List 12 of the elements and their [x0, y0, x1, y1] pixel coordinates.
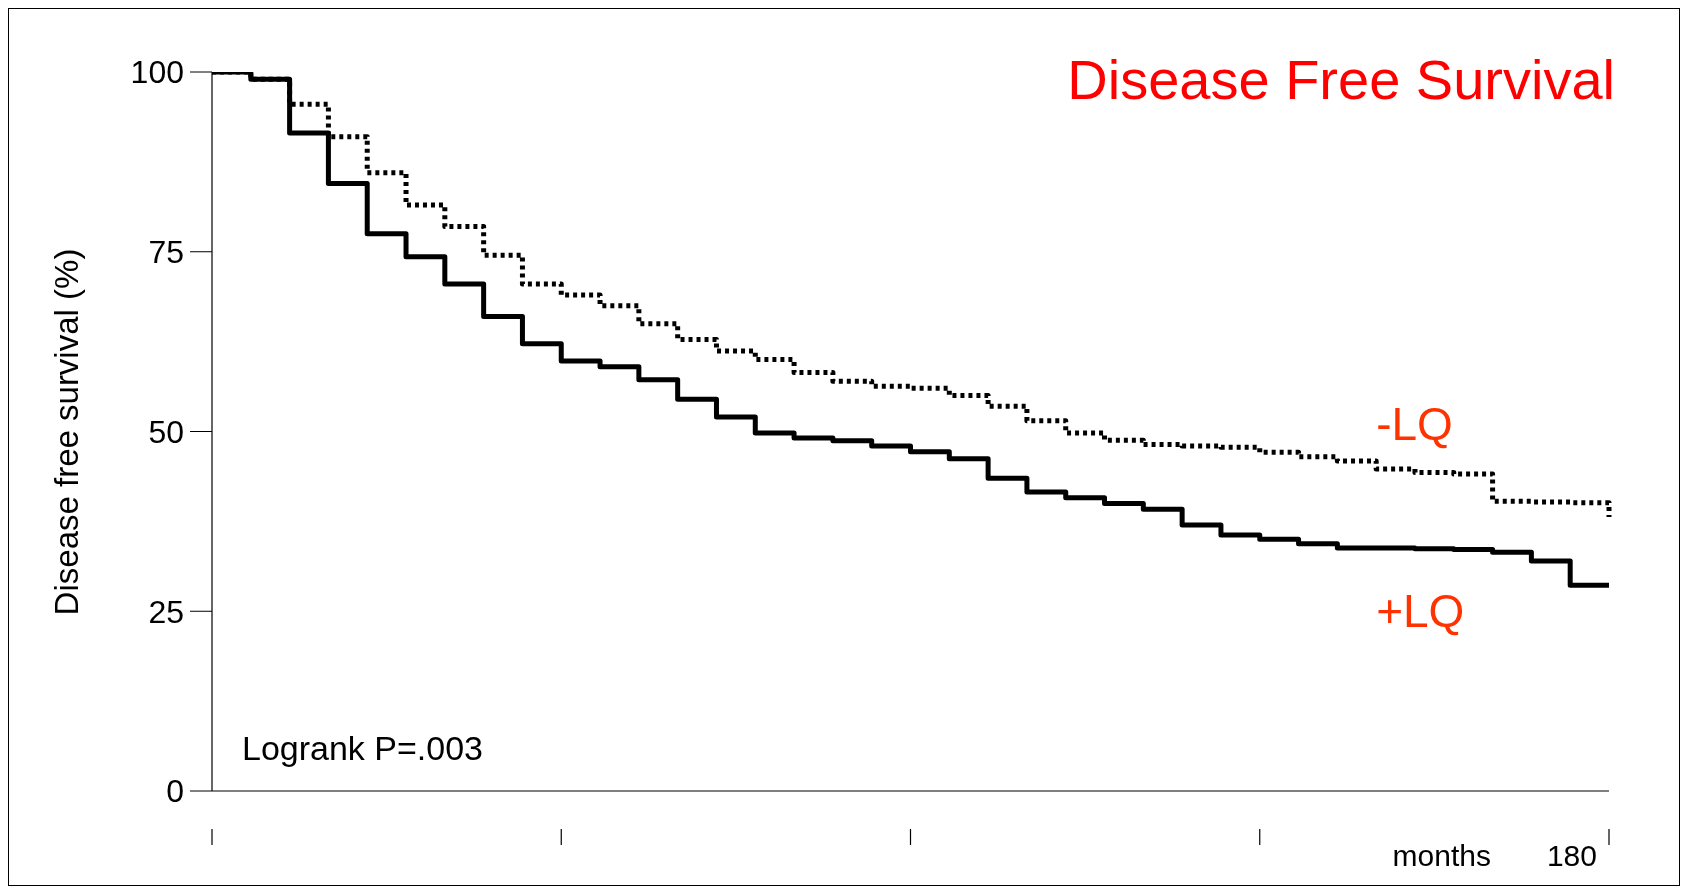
chart-title: Disease Free Survival — [1067, 47, 1615, 112]
series-label: -LQ — [1376, 396, 1453, 451]
y-tick-label: 25 — [148, 593, 184, 630]
x-axis-title: months — [1392, 839, 1491, 873]
y-axis-title: Disease free survival (%) — [48, 248, 86, 615]
text: 180 — [1546, 839, 1597, 873]
y-tick-label: 0 — [166, 773, 184, 810]
annotation: Logrank P=.003 — [242, 729, 484, 768]
series-label: +LQ — [1376, 583, 1465, 638]
y-tick-label: 75 — [148, 234, 184, 271]
y-tick-label: 100 — [130, 54, 184, 91]
y-tick-label: 50 — [148, 413, 184, 450]
